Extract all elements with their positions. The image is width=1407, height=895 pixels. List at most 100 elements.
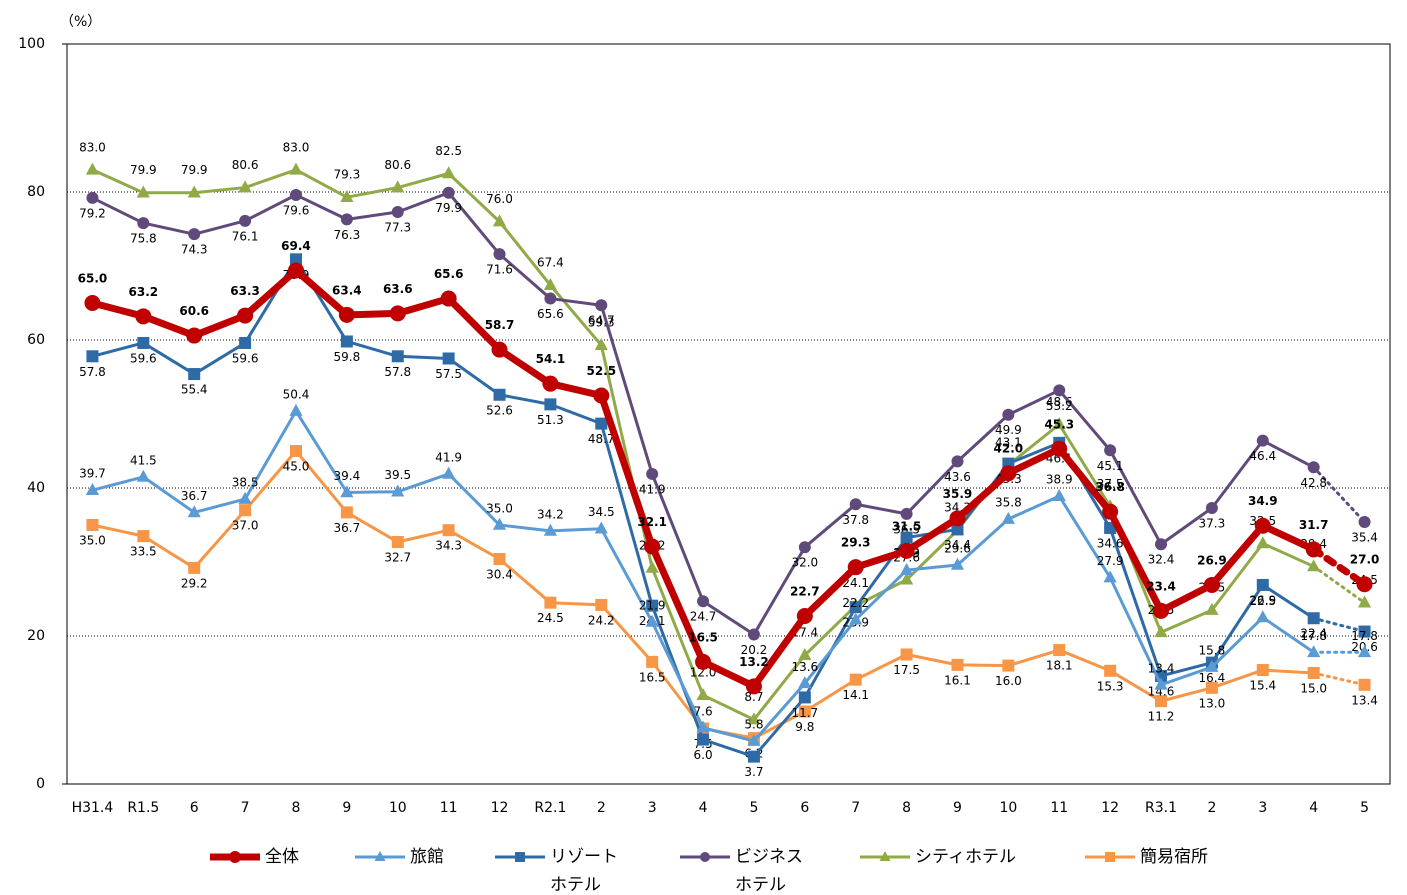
- marker: [595, 417, 608, 430]
- data-label: 43.6: [944, 470, 971, 484]
- marker: [646, 599, 659, 612]
- marker: [1256, 536, 1270, 549]
- marker: [798, 648, 812, 661]
- data-label: 13.4: [1148, 661, 1175, 675]
- marker: [1103, 570, 1117, 583]
- data-label: 35.0: [79, 534, 106, 548]
- data-label: 77.3: [384, 220, 411, 234]
- marker: [900, 507, 913, 520]
- marker: [1053, 644, 1066, 657]
- marker: [595, 598, 608, 611]
- marker: [287, 262, 304, 279]
- data-label: 37.8: [842, 513, 869, 527]
- data-label: 63.2: [129, 285, 159, 299]
- marker: [86, 191, 99, 204]
- marker: [1307, 461, 1320, 474]
- data-label: 24.5: [537, 611, 564, 625]
- data-label: 35.9: [943, 487, 973, 501]
- marker: [442, 524, 455, 537]
- marker: [289, 253, 302, 266]
- data-label: 16.4: [1199, 671, 1226, 685]
- legend-marker: [700, 852, 710, 862]
- x-tick-label: 9: [953, 800, 962, 816]
- marker: [798, 691, 811, 704]
- x-tick-label: 11: [1050, 800, 1068, 816]
- marker: [188, 561, 201, 574]
- data-label: 50.4: [283, 388, 310, 402]
- marker: [645, 614, 659, 627]
- marker: [1203, 576, 1220, 593]
- marker: [289, 188, 302, 201]
- marker: [696, 720, 710, 733]
- data-label: 51.3: [537, 413, 564, 427]
- marker: [135, 308, 152, 325]
- data-label: 24.2: [588, 613, 615, 627]
- x-tick-label: 8: [292, 800, 301, 816]
- marker: [137, 217, 150, 230]
- marker: [491, 341, 508, 358]
- marker: [899, 572, 914, 585]
- data-label: 22.2: [842, 596, 869, 610]
- legend-label: 簡易宿所: [1140, 847, 1208, 867]
- marker: [340, 485, 354, 498]
- data-label: 65.6: [434, 267, 464, 281]
- marker: [391, 205, 404, 218]
- data-label: 79.3: [334, 168, 361, 182]
- data-label: 11.2: [1148, 710, 1175, 724]
- legend-label: リゾートホテル: [550, 847, 618, 895]
- data-label: 27.0: [1350, 553, 1380, 567]
- marker: [1256, 578, 1269, 591]
- marker: [1307, 645, 1321, 658]
- data-label: 22.7: [790, 585, 820, 599]
- legend-label: 旅館: [410, 847, 444, 867]
- data-label: 31.7: [1299, 518, 1329, 532]
- marker: [1052, 488, 1066, 501]
- series-line-projection: [1312, 671, 1367, 687]
- x-tick-label: 2: [1207, 800, 1216, 816]
- data-label: 65.6: [537, 307, 564, 321]
- data-label: 17.5: [893, 663, 920, 677]
- data-label: 13.0: [1199, 696, 1226, 710]
- y-tick-label: 20: [27, 628, 45, 644]
- marker: [187, 185, 201, 198]
- data-label: 39.5: [384, 468, 411, 482]
- data-label: 79.2: [79, 206, 106, 220]
- data-label: 17.8: [1300, 629, 1327, 643]
- x-tick-label: R1.5: [127, 800, 159, 816]
- data-label: 36.7: [181, 489, 208, 503]
- data-label: 58.7: [485, 318, 515, 332]
- marker: [1002, 408, 1015, 421]
- marker: [1256, 664, 1269, 677]
- data-label: 79.9: [435, 201, 462, 215]
- series: 83.0 79.9 79.9 80.6 83.0 79.3 80.6 82.5 76.0 67.4…: [79, 140, 1378, 725]
- data-label: 24.1: [842, 576, 869, 590]
- series-line-projection: [1312, 564, 1367, 605]
- marker: [645, 560, 659, 573]
- marker: [542, 375, 559, 392]
- marker: [849, 673, 862, 686]
- marker: [900, 531, 913, 544]
- marker: [798, 676, 812, 689]
- legend-marker: [374, 851, 386, 861]
- data-label: 45.0: [283, 460, 310, 474]
- data-label: 65.0: [78, 272, 108, 286]
- data-label: 46.4: [1249, 449, 1276, 463]
- data-label: 42.8: [1300, 476, 1327, 490]
- marker: [85, 483, 100, 496]
- marker: [85, 162, 100, 175]
- marker: [237, 307, 254, 324]
- marker: [1155, 538, 1168, 551]
- marker: [239, 214, 252, 227]
- marker: [1102, 503, 1119, 520]
- data-label: 59.6: [130, 351, 157, 365]
- data-label: 37.3: [1199, 516, 1226, 530]
- marker: [238, 491, 252, 504]
- marker: [493, 388, 506, 401]
- data-label: 13.6: [791, 660, 818, 674]
- marker: [646, 467, 659, 480]
- marker: [442, 352, 455, 365]
- marker: [899, 562, 914, 575]
- data-label: 36.7: [334, 521, 361, 535]
- marker: [1000, 465, 1017, 482]
- marker: [187, 505, 201, 518]
